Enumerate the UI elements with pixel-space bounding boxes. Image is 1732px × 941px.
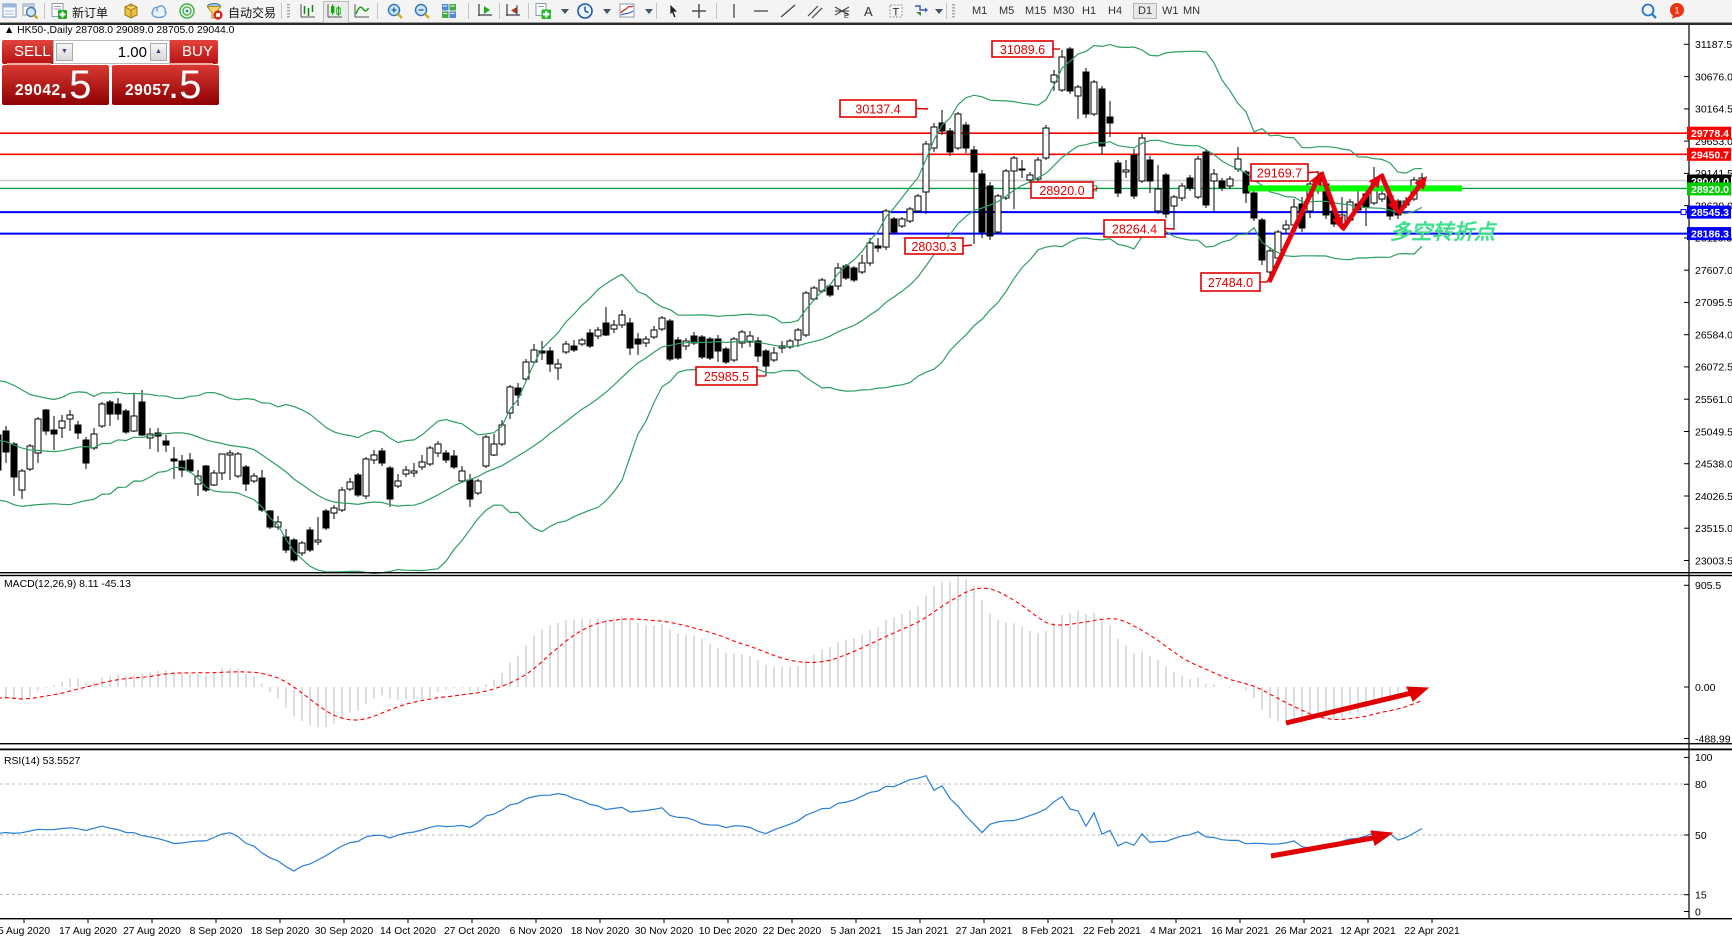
svg-text:26584.0: 26584.0 (1695, 330, 1732, 342)
svg-text:26072.5: 26072.5 (1695, 362, 1732, 374)
svg-text:10 Dec 2020: 10 Dec 2020 (699, 926, 758, 937)
svg-text:25561.0: 25561.0 (1695, 394, 1732, 406)
svg-text:31089.6: 31089.6 (1000, 43, 1045, 57)
svg-text:26 Mar 2021: 26 Mar 2021 (1275, 926, 1333, 937)
svg-text:30676.0: 30676.0 (1695, 71, 1732, 83)
svg-text:100: 100 (1695, 752, 1713, 764)
svg-text:22 Apr 2021: 22 Apr 2021 (1404, 926, 1460, 937)
svg-text:50: 50 (1695, 830, 1707, 842)
svg-text:28264.4: 28264.4 (1112, 222, 1157, 236)
svg-text:30 Nov 2020: 30 Nov 2020 (635, 926, 694, 937)
svg-text:14 Oct 2020: 14 Oct 2020 (380, 926, 436, 937)
svg-text:28545.3: 28545.3 (1691, 207, 1729, 219)
svg-text:8 Feb 2021: 8 Feb 2021 (1022, 926, 1074, 937)
svg-text:29450.7: 29450.7 (1691, 149, 1729, 161)
svg-text:30137.4: 30137.4 (855, 102, 900, 116)
svg-text:22 Feb 2021: 22 Feb 2021 (1083, 926, 1141, 937)
svg-text:18 Nov 2020: 18 Nov 2020 (571, 926, 630, 937)
svg-text:5 Aug 2020: 5 Aug 2020 (0, 926, 50, 937)
svg-text:29169.7: 29169.7 (1257, 166, 1302, 180)
svg-text:4 Mar 2021: 4 Mar 2021 (1150, 926, 1202, 937)
svg-text:6 Nov 2020: 6 Nov 2020 (510, 926, 563, 937)
svg-text:27 Aug 2020: 27 Aug 2020 (123, 926, 181, 937)
svg-text:30 Sep 2020: 30 Sep 2020 (315, 926, 374, 937)
svg-text:80: 80 (1695, 779, 1707, 791)
svg-text:E: E (844, 13, 849, 20)
svg-text:MACD(12,26,9) 8.11 -45.13: MACD(12,26,9) 8.11 -45.13 (4, 579, 131, 590)
svg-text:905.5: 905.5 (1695, 580, 1721, 592)
svg-text:25985.5: 25985.5 (704, 370, 749, 384)
svg-text:多空转折点: 多空转折点 (1390, 220, 1498, 244)
svg-text:29778.4: 29778.4 (1691, 128, 1729, 140)
svg-text:27095.5: 27095.5 (1695, 297, 1732, 309)
svg-text:A: A (864, 4, 873, 19)
svg-text:30164.5: 30164.5 (1695, 104, 1732, 116)
svg-text:0: 0 (1695, 906, 1701, 918)
svg-text:12 Apr 2021: 12 Apr 2021 (1340, 926, 1396, 937)
svg-text:27 Oct 2020: 27 Oct 2020 (444, 926, 500, 937)
svg-text:28186.3: 28186.3 (1691, 229, 1729, 241)
svg-text:22 Dec 2020: 22 Dec 2020 (763, 926, 822, 937)
svg-text:15: 15 (1695, 890, 1707, 902)
svg-text:27607.0: 27607.0 (1695, 265, 1732, 277)
svg-text:1: 1 (1675, 6, 1680, 16)
svg-text:-488.99: -488.99 (1695, 733, 1731, 745)
svg-text:▲ HK50-,Daily 28708.0 29089.0: ▲ HK50-,Daily 28708.0 29089.0 28705.0 29… (4, 25, 235, 36)
svg-text:16 Mar 2021: 16 Mar 2021 (1211, 926, 1269, 937)
svg-text:27484.0: 27484.0 (1208, 276, 1253, 290)
svg-text:T: T (893, 7, 900, 19)
svg-text:28920.0: 28920.0 (1691, 184, 1729, 196)
svg-text:17 Aug 2020: 17 Aug 2020 (59, 926, 117, 937)
svg-text:15 Jan 2021: 15 Jan 2021 (892, 926, 949, 937)
svg-text:24538.0: 24538.0 (1695, 459, 1732, 471)
svg-text:18 Sep 2020: 18 Sep 2020 (251, 926, 310, 937)
svg-text:23515.0: 23515.0 (1695, 523, 1732, 535)
svg-text:25049.5: 25049.5 (1695, 426, 1732, 438)
svg-text:28030.3: 28030.3 (911, 240, 956, 254)
svg-text:5 Jan 2021: 5 Jan 2021 (831, 926, 882, 937)
svg-text:27 Jan 2021: 27 Jan 2021 (956, 926, 1013, 937)
svg-text:0.00: 0.00 (1695, 682, 1716, 694)
svg-text:23003.5: 23003.5 (1695, 555, 1732, 567)
svg-text:RSI(14) 53.5527: RSI(14) 53.5527 (4, 756, 80, 767)
svg-text:8 Sep 2020: 8 Sep 2020 (190, 926, 243, 937)
svg-text:28920.0: 28920.0 (1039, 184, 1084, 198)
svg-text:31187.5: 31187.5 (1695, 39, 1732, 51)
svg-text:24026.5: 24026.5 (1695, 491, 1732, 503)
